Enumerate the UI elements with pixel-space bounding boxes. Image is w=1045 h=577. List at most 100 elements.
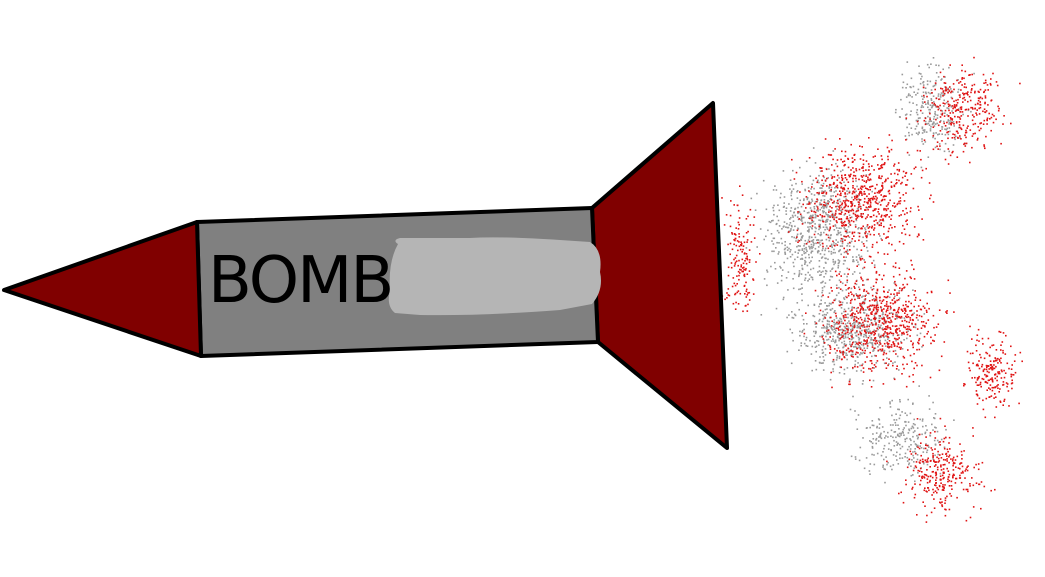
- exhaust-particle: [894, 280, 896, 283]
- exhaust-particle: [855, 315, 857, 318]
- exhaust-particle: [907, 349, 909, 351]
- exhaust-particle: [989, 346, 991, 349]
- exhaust-particle: [891, 226, 893, 229]
- exhaust-particle: [948, 122, 951, 124]
- exhaust-particle: [883, 350, 885, 352]
- exhaust-particle: [912, 346, 914, 349]
- exhaust-particle: [829, 210, 832, 213]
- exhaust-particle: [866, 207, 869, 209]
- exhaust-particle: [875, 432, 878, 434]
- exhaust-particle: [893, 163, 896, 165]
- exhaust-particle: [874, 316, 876, 319]
- exhaust-particle: [868, 332, 870, 334]
- exhaust-particle: [929, 376, 932, 379]
- exhaust-particle: [841, 187, 844, 190]
- exhaust-particle: [867, 227, 870, 229]
- exhaust-particle: [944, 112, 946, 114]
- exhaust-particle: [834, 312, 837, 315]
- exhaust-particle: [838, 250, 840, 253]
- exhaust-particle: [845, 224, 847, 227]
- exhaust-particle: [743, 241, 746, 244]
- exhaust-particle: [892, 302, 894, 305]
- exhaust-particle: [808, 229, 810, 232]
- exhaust-particle: [964, 470, 967, 472]
- exhaust-particle: [834, 262, 836, 264]
- exhaust-particle: [905, 96, 908, 98]
- exhaust-particle: [811, 183, 813, 185]
- exhaust-particle: [890, 173, 892, 175]
- exhaust-particle: [947, 100, 949, 103]
- exhaust-particle: [852, 220, 855, 223]
- exhaust-particle: [829, 216, 831, 218]
- exhaust-particle: [894, 300, 896, 303]
- exhaust-particle: [829, 344, 831, 347]
- exhaust-particle: [839, 249, 841, 251]
- exhaust-particle: [850, 173, 852, 176]
- exhaust-particle: [889, 406, 892, 408]
- exhaust-particle: [905, 315, 907, 318]
- exhaust-particle: [953, 419, 955, 421]
- exhaust-particle: [923, 325, 926, 327]
- exhaust-particle: [850, 201, 853, 203]
- exhaust-particle: [791, 253, 794, 256]
- exhaust-particle: [734, 234, 737, 236]
- exhaust-particle: [898, 306, 900, 309]
- exhaust-particle: [977, 384, 980, 386]
- exhaust-particle: [913, 305, 915, 308]
- exhaust-particle: [949, 86, 951, 88]
- exhaust-particle: [982, 123, 985, 125]
- exhaust-particle: [896, 459, 898, 461]
- exhaust-particle: [825, 270, 828, 273]
- exhaust-particle: [946, 131, 948, 134]
- exhaust-particle: [922, 86, 925, 89]
- exhaust-particle: [840, 221, 843, 223]
- exhaust-particle: [906, 460, 909, 462]
- exhaust-particle: [885, 352, 888, 355]
- exhaust-particle: [989, 366, 992, 369]
- exhaust-particle: [885, 205, 888, 207]
- exhaust-particle: [832, 216, 834, 219]
- exhaust-particle: [843, 351, 846, 354]
- exhaust-particle: [943, 341, 946, 343]
- exhaust-particle: [978, 483, 981, 486]
- exhaust-particle: [853, 346, 855, 348]
- exhaust-particle: [850, 287, 853, 290]
- exhaust-particle: [806, 323, 808, 325]
- exhaust-particle: [912, 374, 914, 376]
- exhaust-particle: [883, 351, 885, 354]
- exhaust-particle: [906, 325, 909, 328]
- exhaust-particle: [901, 431, 904, 433]
- exhaust-particle: [875, 208, 877, 210]
- exhaust-particle: [840, 227, 842, 230]
- exhaust-particle: [878, 315, 880, 317]
- exhaust-particle: [816, 181, 818, 184]
- exhaust-particle: [875, 297, 878, 299]
- exhaust-particle: [942, 468, 945, 470]
- exhaust-particle: [893, 206, 896, 208]
- exhaust-particle: [836, 336, 839, 338]
- exhaust-particle: [920, 315, 923, 318]
- exhaust-particle: [740, 241, 742, 243]
- exhaust-particle: [833, 299, 835, 302]
- exhaust-particle: [907, 305, 909, 308]
- exhaust-particle: [842, 335, 844, 337]
- exhaust-particle: [850, 169, 852, 171]
- exhaust-particle: [873, 304, 875, 307]
- exhaust-particle: [970, 110, 972, 113]
- exhaust-particle: [916, 113, 919, 116]
- exhaust-particle: [855, 316, 858, 319]
- exhaust-particle: [943, 476, 945, 479]
- exhaust-particle: [821, 190, 823, 192]
- exhaust-particle: [993, 397, 995, 399]
- exhaust-particle: [843, 343, 846, 345]
- exhaust-particle: [881, 300, 884, 302]
- exhaust-particle: [845, 314, 847, 316]
- exhaust-particle: [866, 250, 869, 252]
- exhaust-particle: [872, 195, 875, 198]
- exhaust-particle: [947, 450, 949, 453]
- exhaust-particle: [861, 227, 863, 230]
- exhaust-particle: [944, 484, 946, 486]
- exhaust-particle: [871, 367, 874, 369]
- exhaust-particle: [985, 368, 988, 371]
- exhaust-particle: [746, 294, 749, 296]
